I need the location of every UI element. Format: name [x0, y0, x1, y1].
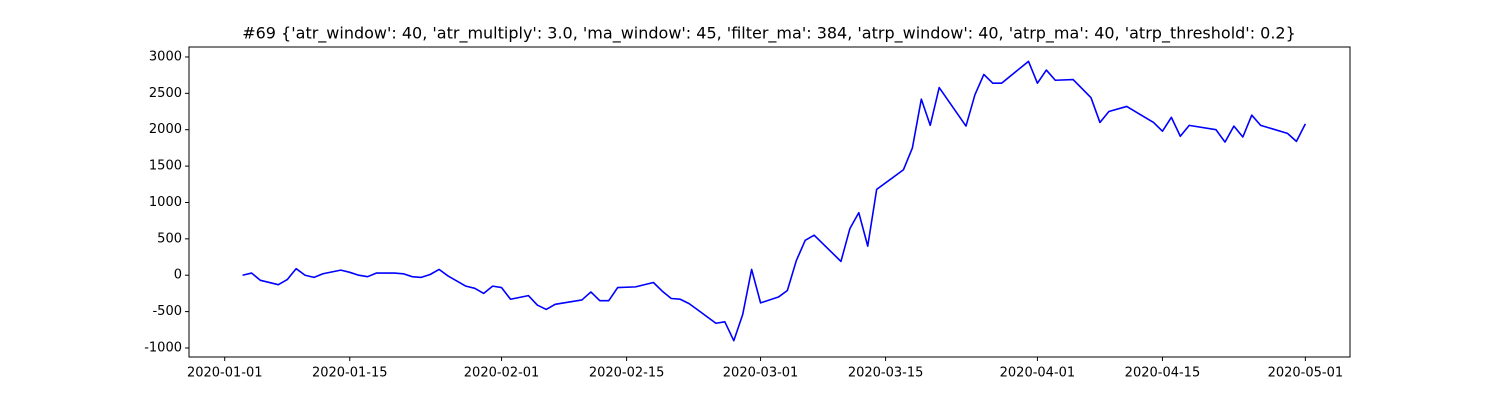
y-tick-label: -1000 [144, 340, 182, 355]
x-tick-label: 2020-04-15 [1125, 366, 1201, 381]
x-tick-label: 2020-02-01 [464, 366, 540, 381]
y-tick-label: 2000 [149, 122, 182, 137]
x-tick-label: 2020-01-15 [312, 366, 388, 381]
x-tick-label: 2020-02-15 [589, 366, 665, 381]
y-tick-label: 3000 [149, 49, 182, 64]
chart-title: #69 {'atr_window': 40, 'atr_multiply': 3… [242, 24, 1296, 44]
x-tick-label: 2020-01-01 [187, 366, 263, 381]
y-tick-label: 2500 [149, 86, 182, 101]
y-tick-label: 1000 [149, 195, 182, 210]
y-tick-label: -500 [152, 304, 182, 319]
y-tick-label: 1500 [149, 159, 182, 174]
y-tick-label: 0 [174, 268, 182, 283]
x-tick-label: 2020-03-01 [723, 366, 799, 381]
x-tick-label: 2020-04-01 [1000, 366, 1076, 381]
y-tick-label: 500 [157, 231, 182, 246]
x-tick-label: 2020-03-15 [848, 366, 924, 381]
line-series [242, 60, 1307, 342]
x-tick-label: 2020-05-01 [1268, 366, 1344, 381]
plot-frame [188, 46, 1351, 358]
